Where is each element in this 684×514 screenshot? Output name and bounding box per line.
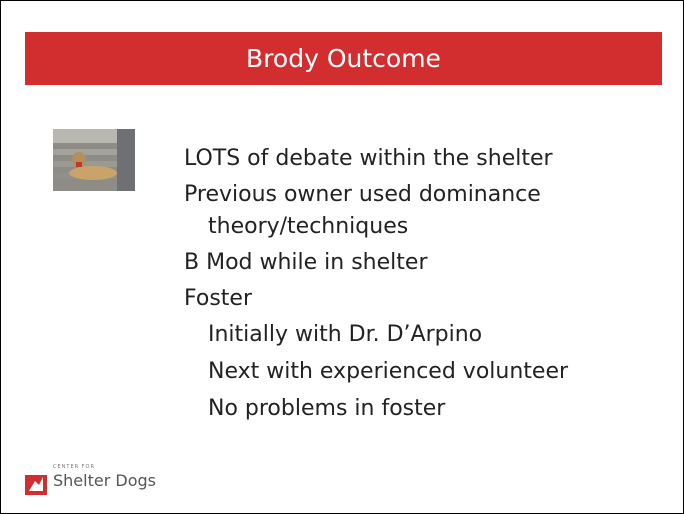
sub-bullet-item: Initially with Dr. D’Arpino xyxy=(208,319,644,351)
dog-photo xyxy=(53,129,135,191)
slide: Brody Outcome LOTS of debate within the … xyxy=(0,0,684,514)
bullet-list: LOTS of debate within the shelter Previou… xyxy=(184,143,644,430)
title: Brody Outcome xyxy=(246,44,441,73)
sub-bullet-item: No problems in foster xyxy=(208,393,644,425)
sub-bullet-item: Next with experienced volunteer xyxy=(208,356,644,388)
bullet-item: B Mod while in shelter xyxy=(184,247,644,279)
bullet-item: Foster Initially with Dr. D’Arpino Next wi… xyxy=(184,283,644,425)
bullet-item: LOTS of debate within the shelter xyxy=(184,143,644,175)
bullet-text: LOTS of debate within the shelter xyxy=(184,146,553,171)
logo-icon xyxy=(25,463,49,497)
bullet-item: Previous owner used dominance theory/tec… xyxy=(184,179,644,243)
logo-subtext: CENTER FOR xyxy=(53,464,95,470)
sub-list: Initially with Dr. D’Arpino Next with exp… xyxy=(208,319,644,425)
page: Brody Outcome LOTS of debate within the … xyxy=(0,0,684,514)
bullet-text: Foster xyxy=(184,286,252,311)
bullet-text: Previous owner used dominance theory/tec… xyxy=(184,182,541,239)
logo-name: Shelter Dogs xyxy=(53,471,156,490)
bullet-text: B Mod while in shelter xyxy=(184,250,427,275)
title-banner: Brody Outcome xyxy=(25,32,662,85)
